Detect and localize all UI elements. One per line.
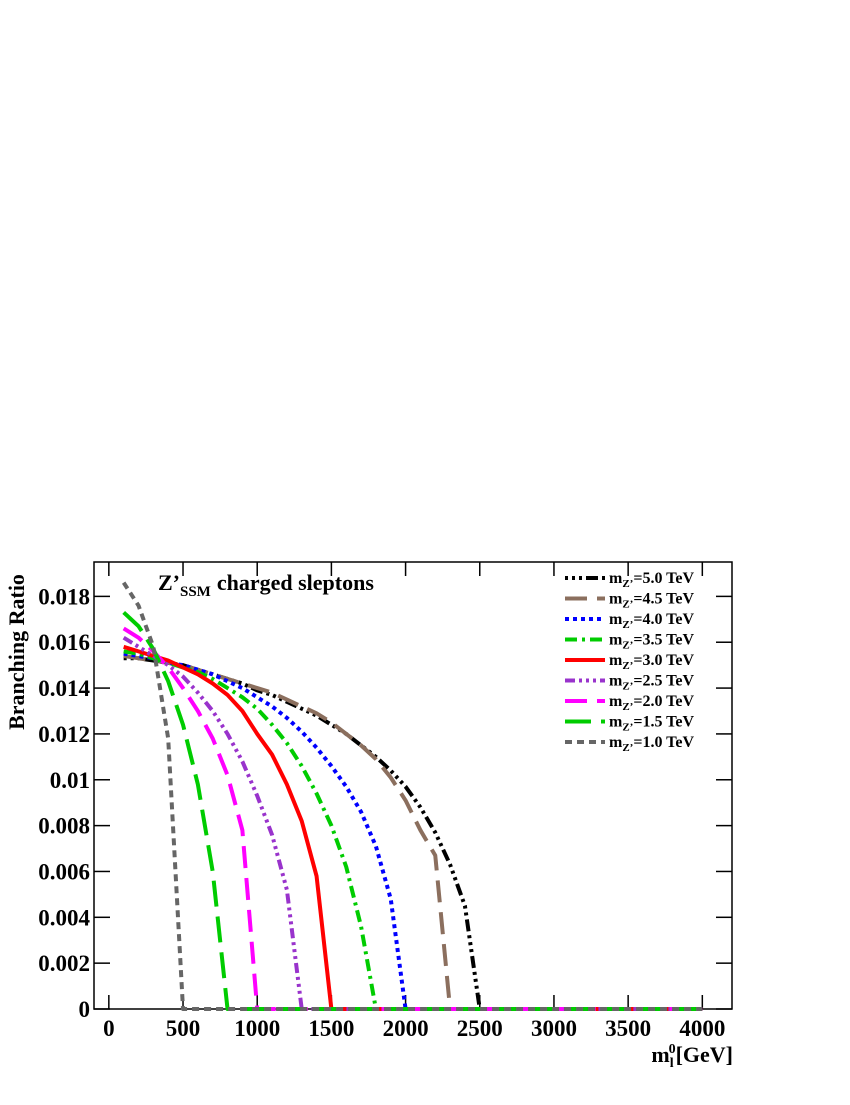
legend-label: mZ’=4.5 TeV	[609, 591, 694, 611]
legend-prefix: m	[609, 570, 623, 587]
legend-name: =4.0 TeV	[633, 611, 694, 628]
legend-subscript: Z’	[622, 742, 633, 754]
y-tick-label: 0.018	[38, 584, 90, 609]
legend-label: mZ’=5.0 TeV	[609, 570, 694, 590]
legend-label: mZ’=2.0 TeV	[609, 693, 694, 713]
x-tick-label: 0	[103, 1016, 115, 1041]
legend-entry: mZ’=2.0 TeV	[565, 693, 694, 713]
legend-label: mZ’=1.5 TeV	[609, 714, 694, 734]
legend-prefix: m	[609, 714, 623, 731]
legend-prefix: m	[609, 591, 623, 608]
legend-prefix: m	[609, 673, 623, 690]
legend-name: =3.5 TeV	[633, 632, 694, 649]
y-axis-label: Branching Ratio	[4, 574, 29, 730]
legend-subscript: Z’	[622, 660, 633, 672]
title-subscript: SSM	[180, 584, 211, 600]
legend-subscript: Z’	[622, 578, 633, 590]
legend-name: =3.0 TeV	[633, 652, 694, 669]
legend-entry: mZ’=4.0 TeV	[565, 611, 694, 631]
x-tick-label: 2500	[457, 1016, 503, 1041]
legend-subscript: Z’	[622, 722, 633, 734]
legend-subscript: Z’	[622, 640, 633, 652]
x-tick-label: 2000	[383, 1016, 429, 1041]
series-line	[121, 581, 703, 1011]
legend-entry: mZ’=3.0 TeV	[565, 652, 694, 672]
legend-subscript: Z’	[622, 599, 633, 611]
legend-entry: mZ’=1.0 TeV	[565, 734, 694, 754]
x-tick-label: 1000	[234, 1016, 280, 1041]
series-line	[122, 610, 703, 1011]
legend-entry: mZ’=3.5 TeV	[565, 632, 694, 652]
legend-name: =4.5 TeV	[633, 591, 694, 608]
legend-entry: mZ’=5.0 TeV	[565, 570, 694, 590]
x-tick-label: 500	[166, 1016, 201, 1041]
legend-subscript: Z’	[622, 619, 633, 631]
y-tick-label: 0	[79, 997, 91, 1022]
series-line	[123, 656, 703, 1011]
chart-title: Z’SSM charged sleptons	[158, 570, 374, 600]
legend-subscript: Z’	[622, 681, 633, 693]
y-tick-label: 0.006	[38, 859, 90, 884]
legend-prefix: m	[609, 611, 623, 628]
plot-frame	[93, 561, 733, 1010]
legend-subscript: Z’	[622, 701, 633, 713]
x-label-superscript: 0	[669, 1042, 676, 1057]
y-tick-label: 0.002	[38, 951, 90, 976]
legend-prefix: m	[609, 734, 623, 751]
legend-label: mZ’=1.0 TeV	[609, 734, 694, 754]
series-line	[123, 654, 703, 1011]
legend-label: mZ’=3.5 TeV	[609, 632, 694, 652]
legend-prefix: m	[609, 652, 623, 669]
title-main: Z’	[158, 570, 180, 595]
y-tick-label: 0.014	[38, 676, 90, 701]
x-label-main: m	[651, 1042, 669, 1067]
legend-entry: mZ’=4.5 TeV	[565, 591, 694, 611]
y-tick-label: 0.004	[38, 905, 90, 930]
series-line	[122, 626, 703, 1011]
legend-name: =2.5 TeV	[633, 673, 694, 690]
legend-label: mZ’=4.0 TeV	[609, 611, 694, 631]
legend-entry: mZ’=1.5 TeV	[565, 714, 694, 734]
legend-name: =1.5 TeV	[633, 714, 694, 731]
x-label-subscript: l	[670, 1056, 674, 1071]
legend-label: mZ’=2.5 TeV	[609, 673, 694, 693]
x-tick-label: 4000	[679, 1016, 725, 1041]
legend-name: =5.0 TeV	[633, 570, 694, 587]
x-tick-label: 3000	[531, 1016, 577, 1041]
x-axis-label: ml0[GeV]	[651, 1042, 733, 1071]
x-tick-label: 1500	[308, 1016, 354, 1041]
x-tick-label: 3500	[605, 1016, 651, 1041]
legend-entry: mZ’=2.5 TeV	[565, 673, 694, 693]
legend-name: =2.0 TeV	[633, 693, 694, 710]
x-label-suffix: [GeV]	[676, 1042, 733, 1067]
legend-prefix: m	[609, 693, 623, 710]
y-tick-label: 0.016	[38, 630, 90, 655]
y-tick-label: 0.008	[38, 814, 90, 839]
y-tick-label: 0.012	[38, 722, 90, 747]
legend-prefix: m	[609, 632, 623, 649]
series-line	[123, 649, 703, 1011]
title-suffix: charged sleptons	[217, 570, 375, 595]
legend-label: mZ’=3.0 TeV	[609, 652, 694, 672]
y-tick-label: 0.01	[50, 768, 90, 793]
legend-name: =1.0 TeV	[633, 734, 694, 751]
